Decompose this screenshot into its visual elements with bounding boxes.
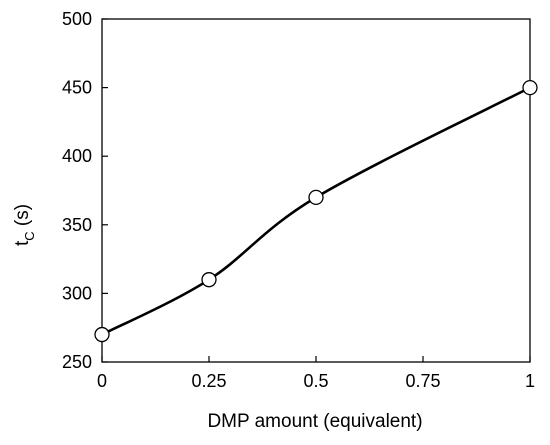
x-tick-label: 0.75 [405, 371, 440, 391]
y-axis-label-main: t [12, 240, 33, 246]
y-tick-label: 450 [62, 78, 92, 98]
data-point [522, 79, 538, 96]
y-axis-label-subscript: C [22, 231, 37, 240]
x-tick-label: 0 [97, 371, 107, 391]
plot-area: 250 300 350 400 450 500 0 0.25 0.5 0.75 1 [62, 9, 538, 391]
y-tick-label: 250 [62, 352, 92, 372]
data-point [201, 272, 217, 288]
x-axis-label: DMP amount (equivalent) [207, 411, 422, 432]
y-axis-label-unit: (s) [12, 204, 33, 231]
data-point [308, 189, 324, 206]
series-line [101, 86, 531, 336]
x-tick-label: 1 [525, 371, 535, 391]
x-tick-label: 0.5 [303, 371, 328, 391]
y-tick-label: 350 [62, 215, 92, 235]
y-axis-label: tC (s) [12, 204, 37, 246]
data-point [94, 326, 110, 343]
y-tick-label: 300 [62, 283, 92, 303]
x-tick-label: 0.25 [191, 371, 226, 391]
y-tick-label: 400 [62, 146, 92, 166]
y-tick-label: 500 [62, 9, 92, 29]
